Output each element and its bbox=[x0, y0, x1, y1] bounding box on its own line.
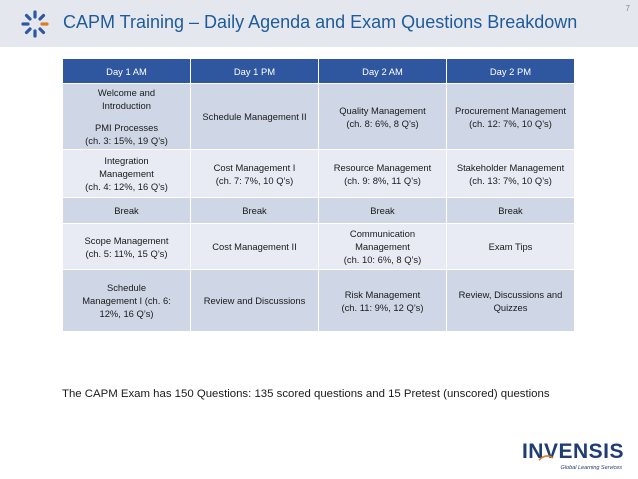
cell-text: Break bbox=[242, 205, 267, 216]
brand-logo: INVENSIS Global Learning Services bbox=[504, 440, 624, 472]
page-number: 7 bbox=[625, 4, 630, 13]
table-cell: Review, Discussions and Quizzes bbox=[446, 269, 575, 332]
table-header-row: Day 1 AM Day 1 PM Day 2 AM Day 2 PM bbox=[62, 58, 575, 84]
brand-tagline: Global Learning Services bbox=[560, 465, 622, 471]
table-cell: Cost Management I (ch. 7: 7%, 10 Q’s) bbox=[190, 149, 319, 198]
table-cell: Welcome and Introduction PMI Processes (ch.… bbox=[62, 83, 191, 150]
cell-text: Quality Management bbox=[339, 104, 426, 116]
cell-text: Schedule Management II bbox=[202, 111, 307, 122]
cell-text: Procurement Management bbox=[455, 104, 566, 116]
column-header: Day 1 PM bbox=[190, 58, 319, 84]
cell-text: Welcome and bbox=[97, 87, 156, 98]
cell-text: Review, Discussions and bbox=[458, 288, 563, 300]
table-row: Schedule Management I (ch. 6: 12%, 16 Q’s)… bbox=[62, 269, 575, 332]
cell-text: (ch. 4: 12%, 16 Q’s) bbox=[85, 181, 168, 192]
table-row: Scope Management (ch. 5: 11%, 15 Q’s) Cost… bbox=[62, 223, 575, 270]
table-cell: Scope Management (ch. 5: 11%, 15 Q’s) bbox=[62, 223, 191, 270]
cell-text: Scope Management bbox=[84, 234, 169, 246]
table-cell: Resource Management (ch. 9: 8%, 11 Q’s) bbox=[318, 149, 447, 198]
table-cell: Break bbox=[62, 197, 191, 224]
cell-text: PMI Processes bbox=[94, 122, 159, 133]
table-cell: Exam Tips bbox=[446, 223, 575, 270]
cell-text: Schedule bbox=[106, 282, 147, 293]
table-cell: Break bbox=[318, 197, 447, 224]
cell-text: (ch. 8: 6%, 8 Q’s) bbox=[346, 117, 419, 129]
cell-text: (ch. 10: 6%, 8 Q’s) bbox=[343, 254, 422, 265]
cell-text: 12%, 16 Q’s) bbox=[99, 308, 154, 319]
cell-text: Introduction bbox=[102, 100, 151, 111]
table-cell: Review and Discussions bbox=[190, 269, 319, 332]
cell-text: Communication bbox=[349, 228, 416, 239]
cell-text: (ch. 3: 15%, 19 Q’s) bbox=[85, 135, 168, 146]
table-cell: Risk Management (ch. 11: 9%, 12 Q’s) bbox=[318, 269, 447, 332]
cell-text: Exam Tips bbox=[488, 241, 533, 252]
table-cell: Schedule Management II bbox=[190, 83, 319, 150]
cell-text: Cost Management I bbox=[213, 161, 296, 173]
column-header: Day 1 AM bbox=[62, 58, 191, 84]
cell-text: (ch. 12: 7%, 10 Q’s) bbox=[469, 117, 552, 129]
cell-text: Management I (ch. 6: bbox=[82, 295, 171, 306]
table-row: Integration Management (ch. 4: 12%, 16 Q’s… bbox=[62, 149, 575, 198]
cell-text: (ch. 11: 9%, 12 Q’s) bbox=[341, 301, 424, 313]
spinner-burst-icon bbox=[21, 10, 49, 38]
cell-text: Stakeholder Management bbox=[456, 161, 565, 173]
column-header: Day 2 AM bbox=[318, 58, 447, 84]
cell-text: Cost Management II bbox=[212, 241, 297, 252]
cell-text: Management bbox=[99, 168, 154, 179]
cell-text: Integration bbox=[104, 155, 149, 166]
table-cell: Break bbox=[190, 197, 319, 224]
cell-text: (ch. 5: 11%, 15 Q’s) bbox=[85, 247, 168, 259]
cell-text: Risk Management bbox=[344, 288, 421, 300]
table-body: Welcome and Introduction PMI Processes (ch.… bbox=[62, 83, 575, 332]
page-title: CAPM Training – Daily Agenda and Exam Qu… bbox=[63, 12, 578, 32]
cell-text: Break bbox=[114, 205, 139, 216]
cell-text: Resource Management bbox=[333, 161, 432, 173]
exam-footnote: The CAPM Exam has 150 Questions: 135 sco… bbox=[62, 388, 550, 400]
cell-text: (ch. 13: 7%, 10 Q’s) bbox=[469, 174, 552, 186]
table-cell: Break bbox=[446, 197, 575, 224]
brand-name: INVENSIS bbox=[521, 440, 624, 463]
cell-text: Management bbox=[355, 241, 410, 252]
cell-text: (ch. 9: 8%, 11 Q’s) bbox=[344, 174, 421, 186]
cell-text: Break bbox=[498, 205, 523, 216]
table-cell: Quality Management (ch. 8: 6%, 8 Q’s) bbox=[318, 83, 447, 150]
cell-text: Review and Discussions bbox=[203, 295, 306, 306]
table-cell: Stakeholder Management (ch. 13: 7%, 10 Q’… bbox=[446, 149, 575, 198]
cell-spacer bbox=[67, 112, 186, 121]
table-cell: Communication Management (ch. 10: 6%, 8 Q’… bbox=[318, 223, 447, 270]
table-row: Break Break Break Break bbox=[62, 197, 575, 224]
agenda-table: Day 1 AM Day 1 PM Day 2 AM Day 2 PM Welc… bbox=[62, 58, 575, 332]
table-cell: Schedule Management I (ch. 6: 12%, 16 Q’s) bbox=[62, 269, 191, 332]
column-header: Day 2 PM bbox=[446, 58, 575, 84]
cell-text: (ch. 7: 7%, 10 Q’s) bbox=[215, 174, 294, 186]
cell-text: Quizzes bbox=[493, 301, 528, 313]
table-cell: Procurement Management (ch. 12: 7%, 10 Q’… bbox=[446, 83, 575, 150]
cell-text: Break bbox=[370, 205, 395, 216]
header-bar bbox=[0, 0, 638, 47]
swoosh-icon bbox=[538, 455, 554, 461]
table-cell: Cost Management II bbox=[190, 223, 319, 270]
table-cell: Integration Management (ch. 4: 12%, 16 Q’s… bbox=[62, 149, 191, 198]
table-row: Welcome and Introduction PMI Processes (ch.… bbox=[62, 83, 575, 150]
